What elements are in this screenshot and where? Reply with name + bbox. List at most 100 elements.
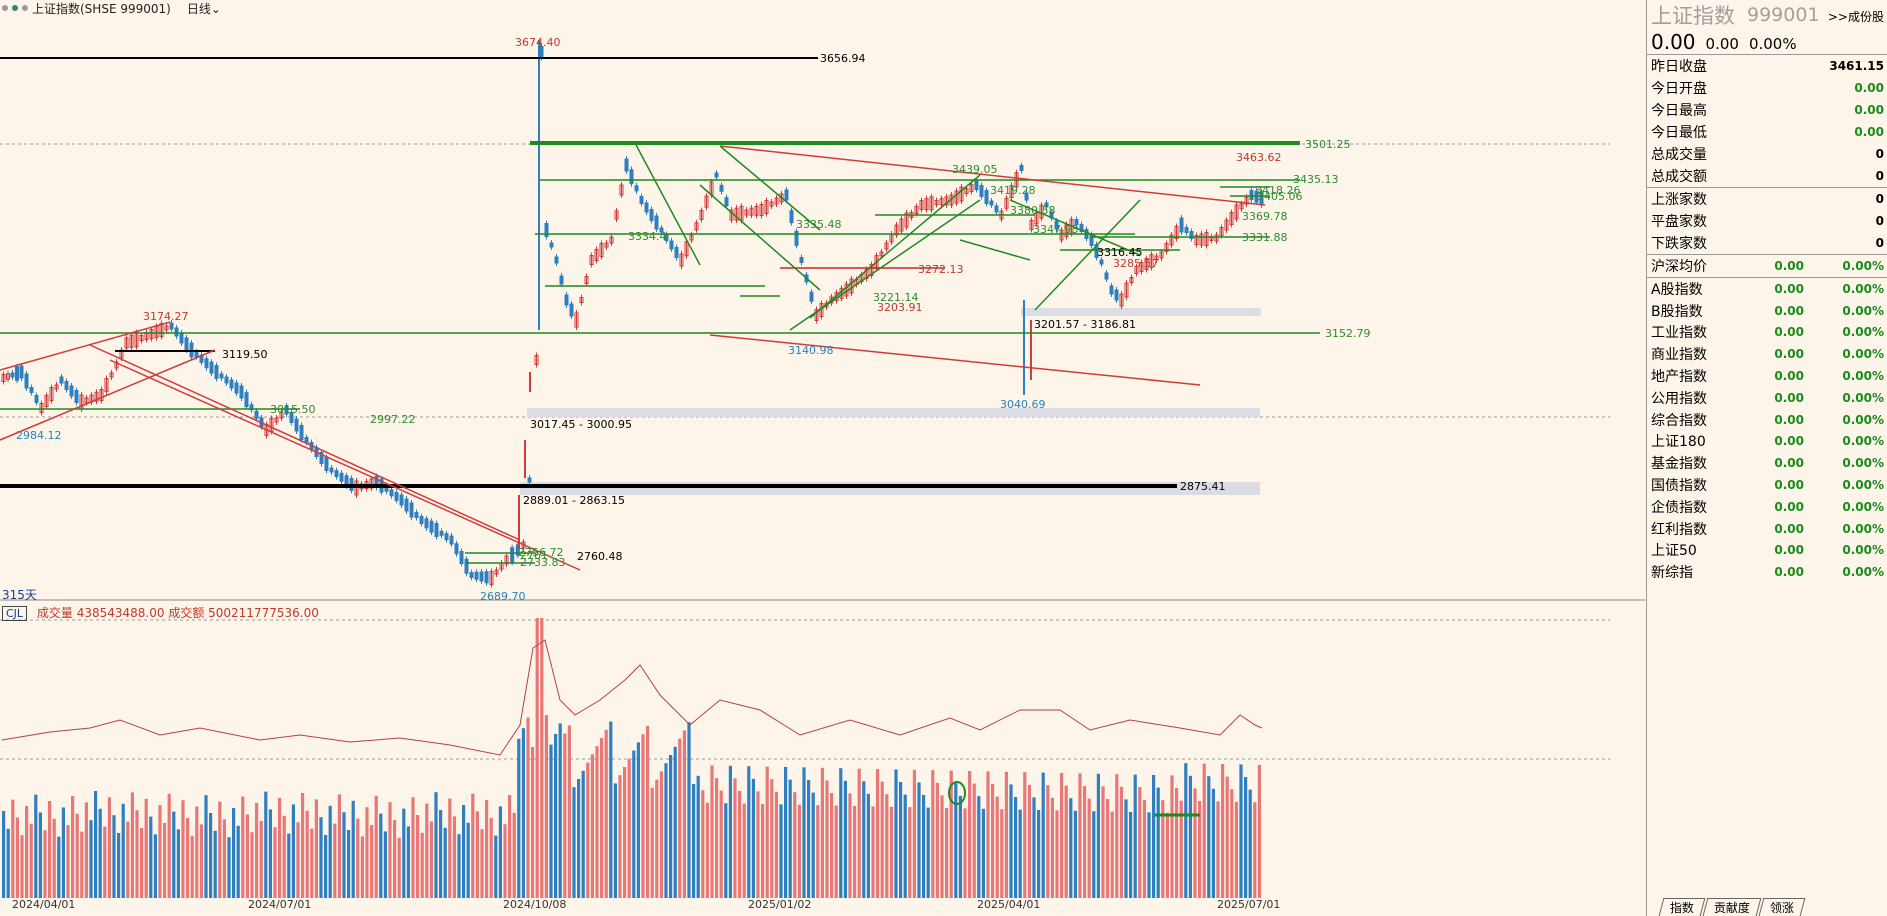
index-percent: 0.00% <box>1842 325 1884 340</box>
last-price: 0.00 <box>1651 30 1696 54</box>
candle-body <box>634 185 639 192</box>
candle-body <box>974 180 979 190</box>
symbol-title[interactable]: 上证指数(SHSE 999001) <box>32 1 171 16</box>
index-label: 地产指数 <box>1651 369 1707 386</box>
index-row[interactable]: 上证50 0.00 0.00% <box>1647 540 1887 562</box>
volume-bar <box>664 763 668 898</box>
index-label: 上证50 <box>1651 543 1697 560</box>
tab-leaders[interactable]: 领涨 <box>1758 898 1806 916</box>
candle-body <box>1024 192 1029 201</box>
candle-body <box>1104 272 1109 280</box>
index-row[interactable]: 红利指数 0.00 0.00% <box>1647 518 1887 540</box>
volume-bar <box>981 808 985 898</box>
stat-label: 总成交量 <box>1651 147 1707 163</box>
index-row[interactable]: 基金指数 0.00 0.00% <box>1647 452 1887 474</box>
volume-bar <box>43 830 47 898</box>
index-row[interactable]: 新综指 0.00 0.00% <box>1647 561 1887 583</box>
volume-bar <box>130 792 134 898</box>
index-row[interactable]: 企债指数 0.00 0.00% <box>1647 496 1887 518</box>
volume-bar <box>678 738 682 898</box>
volume-bar <box>337 794 341 898</box>
volume-bar <box>903 794 907 898</box>
stats-list: 昨日收盘 3461.15 今日开盘 0.00 今日最高 0.00 今日最低 0.00 总成交量 0… <box>1647 55 1887 188</box>
candle-body <box>1134 266 1139 274</box>
index-percent: 0.00% <box>1842 281 1884 296</box>
avg-price-row: 沪深均价 0.00 0.00% <box>1647 255 1887 278</box>
candle-body <box>329 467 334 473</box>
candle-body <box>454 543 459 555</box>
volume-bar <box>1050 797 1054 898</box>
index-row[interactable]: 地产指数 0.00 0.00% <box>1647 365 1887 387</box>
candle-body <box>794 230 799 246</box>
candle-body <box>1099 259 1104 265</box>
volume-bar <box>1239 764 1243 898</box>
volume-bar <box>701 790 705 898</box>
volume-bar <box>641 734 645 898</box>
candle-body <box>1194 235 1199 245</box>
volume-bar <box>259 820 263 898</box>
candle-body <box>74 390 79 403</box>
volume-bar <box>314 799 318 898</box>
indicator-selector[interactable]: CJL <box>2 606 28 621</box>
period-label: 日线 <box>186 1 211 16</box>
candle-body <box>614 210 619 220</box>
volume-annotation-circle <box>948 781 966 805</box>
index-row[interactable]: 商业指数 0.00 0.00% <box>1647 343 1887 365</box>
volume-bar <box>485 800 489 898</box>
volume-bar <box>457 834 461 898</box>
candle-body <box>1219 227 1224 236</box>
tab-index[interactable]: 指数 <box>1658 898 1706 916</box>
volume-bar <box>724 803 728 898</box>
price-level-label: 3203.91 <box>877 301 923 314</box>
index-percent: 0.00% <box>1842 499 1884 514</box>
candle-body <box>1044 202 1049 208</box>
price-level-label: 3335.48 <box>796 218 842 231</box>
candle-body <box>444 533 449 541</box>
trend-line <box>89 344 521 541</box>
volume-bar <box>301 793 305 898</box>
stat-value: 3461.15 <box>1829 59 1884 73</box>
index-row[interactable]: B股指数 0.00 0.00% <box>1647 300 1887 322</box>
kline-chart[interactable]: 3674.40 3656.94 3501.25 3463.62 3435.133418.… <box>0 0 1645 916</box>
volume-bar <box>71 796 75 898</box>
candle-body <box>884 242 889 250</box>
volume-bar <box>774 791 778 898</box>
breadth-list: 上涨家数 0 平盘家数 0 下跌家数 0 <box>1647 188 1887 255</box>
volume-bar <box>383 831 387 898</box>
volume-bar <box>577 779 581 898</box>
candle-body <box>579 297 584 303</box>
candle-body <box>609 236 614 244</box>
volume-bar <box>609 721 613 898</box>
price-level-label: 3174.27 <box>143 310 189 323</box>
index-row[interactable]: 公用指数 0.00 0.00% <box>1647 387 1887 409</box>
volume-bar <box>1101 786 1105 898</box>
trend-line <box>719 145 1266 206</box>
chart-area[interactable]: 3674.40 3656.94 3501.25 3463.62 3435.13 3418.… <box>0 0 1645 916</box>
volume-bar <box>715 778 719 898</box>
volume-bar <box>977 796 981 898</box>
constituents-link[interactable]: >>成份股 <box>1827 10 1884 24</box>
volume-bar <box>797 804 801 898</box>
candle-body <box>404 498 409 512</box>
candle-body <box>464 558 469 574</box>
breadth-row: 上涨家数 0 <box>1647 188 1887 210</box>
index-label: 红利指数 <box>1651 521 1707 538</box>
volume-bar <box>889 806 893 898</box>
price-level-label: 3272.13 <box>918 263 964 276</box>
volume-bar <box>80 831 84 898</box>
index-row[interactable]: 工业指数 0.00 0.00% <box>1647 322 1887 344</box>
tab-contribution[interactable]: 贡献度 <box>1702 898 1762 916</box>
index-label: 商业指数 <box>1651 347 1707 364</box>
candle-body <box>439 530 444 536</box>
period-selector[interactable]: 日线⌄ <box>187 0 221 17</box>
stat-row: 今日最高 0.00 <box>1647 99 1887 121</box>
volume-bar <box>305 810 309 898</box>
volume-bar <box>696 775 700 898</box>
index-row[interactable]: 综合指数 0.00 0.00% <box>1647 409 1887 431</box>
volume-bar <box>416 815 420 898</box>
index-row[interactable]: A股指数 0.00 0.00% <box>1647 278 1887 300</box>
index-row[interactable]: 国债指数 0.00 0.00% <box>1647 474 1887 496</box>
volume-bar <box>1014 797 1018 898</box>
candle-body <box>94 391 99 402</box>
index-row[interactable]: 上证180 0.00 0.00% <box>1647 431 1887 453</box>
